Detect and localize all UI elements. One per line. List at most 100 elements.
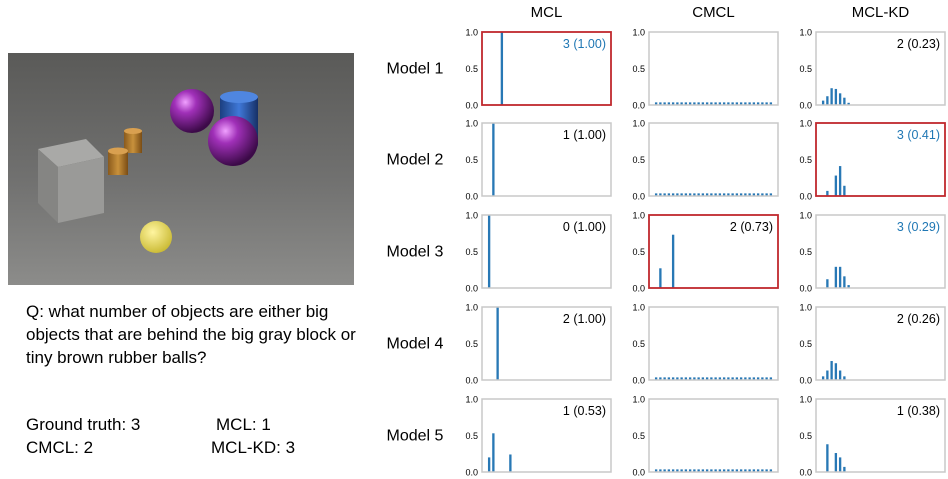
model-4-mcl-kd-ytick-1-0: 1.0 bbox=[799, 303, 812, 313]
model-4-mcl-kd-bar-3 bbox=[834, 363, 838, 380]
model-1-mcl-label: 3 (1.00) bbox=[563, 37, 606, 51]
model-5-cmcl-bar-16 bbox=[722, 469, 726, 472]
model-3-cmcl-bar-4 bbox=[671, 234, 675, 288]
model-2-cmcl-bar-22 bbox=[748, 193, 751, 196]
model-4-mcl-kd-bar-2 bbox=[830, 361, 833, 380]
model-5-cmcl-bar-18 bbox=[731, 469, 734, 472]
model-4-mcl-label: 2 (1.00) bbox=[563, 312, 606, 326]
model-2-mcl-kd-ytick-1-0: 1.0 bbox=[799, 119, 812, 129]
model-3-mcl-kd-ytick-0-0: 0.0 bbox=[799, 284, 812, 294]
model-1-mcl-kd-bar-3 bbox=[834, 88, 838, 105]
model-5-cmcl-bar-10 bbox=[697, 469, 700, 472]
column-header-mcl-kd: MCL-KD bbox=[852, 4, 910, 21]
model-1-mcl-kd-panel bbox=[815, 31, 946, 106]
model-4-cmcl-ytick-0-0: 0.0 bbox=[632, 376, 645, 386]
model-4-cmcl-ytick-1-0: 1.0 bbox=[632, 303, 645, 313]
model-2-mcl-panel bbox=[481, 122, 612, 197]
model-5-mcl-kd-bar-3 bbox=[834, 453, 838, 472]
model-1-mcl-kd-bar-6 bbox=[847, 102, 850, 105]
model-1-cmcl-bar-12 bbox=[705, 102, 709, 105]
model-1-cmcl-bar-10 bbox=[697, 102, 700, 105]
model-3-mcl-kd-bar-1 bbox=[826, 279, 829, 288]
model-5-mcl-kd-bar-5 bbox=[843, 466, 846, 472]
model-3-mcl-kd-bar-5 bbox=[843, 276, 846, 288]
model-2-cmcl-bar-21 bbox=[744, 193, 747, 196]
model-5-cmcl-bar-17 bbox=[727, 469, 730, 472]
model-3-mcl-kd-bar-6 bbox=[847, 285, 850, 288]
model-4-cmcl-bar-6 bbox=[680, 377, 683, 380]
model-2-cmcl-bar-23 bbox=[752, 193, 756, 196]
model-5-cmcl-ytick-0-0: 0.0 bbox=[632, 468, 645, 478]
model-3-cmcl-bar-1 bbox=[659, 268, 662, 288]
model-2-cmcl-bar-2 bbox=[663, 193, 666, 196]
model-1-cmcl-bar-17 bbox=[727, 102, 730, 105]
model-1-cmcl-bar-3 bbox=[667, 102, 671, 105]
model-5-cmcl-bar-25 bbox=[761, 469, 764, 472]
model-4-cmcl-bar-12 bbox=[705, 377, 709, 380]
model-4-cmcl-bar-11 bbox=[701, 377, 705, 380]
model-2-mcl-kd-bar-3 bbox=[834, 175, 838, 196]
model-2-cmcl-ytick-0-0: 0.0 bbox=[632, 192, 645, 202]
model-2-cmcl-bar-8 bbox=[688, 193, 692, 196]
model-4-cmcl-bar-1 bbox=[659, 377, 662, 380]
model-5-cmcl-bar-22 bbox=[748, 469, 751, 472]
model-5-cmcl-bar-24 bbox=[756, 469, 760, 472]
model-1-cmcl-bar-1 bbox=[659, 102, 662, 105]
model-5-mcl-ytick-0-0: 0.0 bbox=[465, 468, 478, 478]
model-3-cmcl-ytick-0-0: 0.0 bbox=[632, 284, 645, 294]
model-3-mcl-panel bbox=[481, 214, 612, 289]
model-1-cmcl-bar-5 bbox=[676, 102, 679, 105]
row-label-model-5: Model 5 bbox=[387, 428, 444, 445]
model-1-cmcl-bar-22 bbox=[748, 102, 751, 105]
model-4-cmcl-bar-9 bbox=[693, 377, 696, 380]
model-5-mcl-bar-1 bbox=[492, 433, 495, 472]
row-label-model-4: Model 4 bbox=[387, 336, 444, 353]
model-1-mcl-bar-3 bbox=[500, 32, 504, 105]
model-4-mcl-kd-bar-0 bbox=[821, 376, 825, 380]
model-1-mcl-ytick-0-5: 0.5 bbox=[465, 64, 478, 74]
model-1-cmcl-ytick-0-5: 0.5 bbox=[632, 64, 645, 74]
model-4-cmcl-bar-0 bbox=[654, 377, 658, 380]
model-1-cmcl-bar-2 bbox=[663, 102, 666, 105]
model-4-mcl-kd-bar-5 bbox=[843, 376, 846, 380]
model-5-cmcl-panel bbox=[648, 398, 779, 473]
model-4-cmcl-bar-8 bbox=[688, 377, 692, 380]
model-1-cmcl-bar-18 bbox=[731, 102, 734, 105]
model-5-cmcl-bar-7 bbox=[684, 469, 688, 472]
model-1-cmcl-bar-26 bbox=[765, 102, 768, 105]
model-2-cmcl-bar-4 bbox=[671, 193, 675, 196]
row-label-model-3: Model 3 bbox=[387, 244, 444, 261]
model-2-cmcl-bar-16 bbox=[722, 193, 726, 196]
model-2-cmcl-bar-6 bbox=[680, 193, 683, 196]
model-3-cmcl-label: 2 (0.73) bbox=[730, 220, 773, 234]
model-4-cmcl-bar-20 bbox=[739, 377, 743, 380]
row-label-model-1: Model 1 bbox=[387, 61, 444, 78]
model-5-cmcl-bar-4 bbox=[671, 469, 675, 472]
model-3-mcl-kd-label: 3 (0.29) bbox=[897, 220, 940, 234]
model-2-mcl-kd-ytick-0-0: 0.0 bbox=[799, 192, 812, 202]
model-4-mcl-ytick-0-0: 0.0 bbox=[465, 376, 478, 386]
model-5-mcl-kd-ytick-0-0: 0.0 bbox=[799, 468, 812, 478]
cmcl-result-label: CMCL: 2 bbox=[26, 438, 94, 457]
model-4-mcl-panel bbox=[481, 306, 612, 381]
model-4-mcl-ytick-1-0: 1.0 bbox=[465, 303, 478, 313]
model-5-cmcl-bar-23 bbox=[752, 469, 756, 472]
model-2-cmcl-bar-13 bbox=[710, 193, 713, 196]
model-2-cmcl-bar-7 bbox=[684, 193, 688, 196]
model-4-cmcl-bar-22 bbox=[748, 377, 751, 380]
model-4-cmcl-bar-4 bbox=[671, 377, 675, 380]
model-5-cmcl-bar-26 bbox=[765, 469, 768, 472]
model-3-mcl-ytick-1-0: 1.0 bbox=[465, 211, 478, 221]
model-4-cmcl-bar-14 bbox=[714, 377, 717, 380]
model-2-cmcl-ytick-0-5: 0.5 bbox=[632, 155, 645, 165]
model-1-mcl-kd-label: 2 (0.23) bbox=[897, 37, 940, 51]
model-4-mcl-kd-label: 2 (0.26) bbox=[897, 312, 940, 326]
model-2-cmcl-bar-9 bbox=[693, 193, 696, 196]
model-4-cmcl-bar-19 bbox=[735, 377, 739, 380]
model-1-cmcl-bar-16 bbox=[722, 102, 726, 105]
model-2-mcl-label: 1 (1.00) bbox=[563, 128, 606, 142]
model-1-mcl-kd-ytick-0-0: 0.0 bbox=[799, 101, 812, 111]
model-3-mcl-kd-bar-3 bbox=[834, 266, 838, 288]
model-4-cmcl-bar-13 bbox=[710, 377, 713, 380]
model-2-mcl-kd-bar-4 bbox=[838, 166, 842, 196]
